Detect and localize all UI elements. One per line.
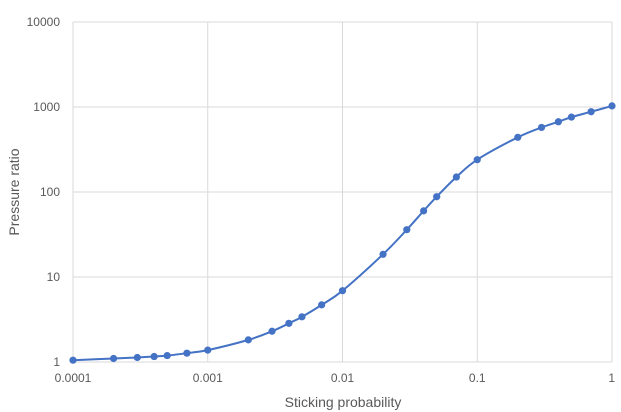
data-point [318, 301, 326, 309]
x-tick-label: 0.001 [193, 371, 223, 385]
x-gridlines [72, 22, 613, 362]
data-point [587, 108, 595, 116]
data-point [433, 193, 441, 201]
y-tick-label: 100 [40, 185, 60, 199]
series-points-group [69, 102, 616, 364]
x-tick-labels: 0.0001 0.001 0.01 0.1 1 [55, 371, 616, 385]
x-tick-label: 0.01 [331, 371, 355, 385]
data-point [183, 349, 191, 357]
data-point [452, 173, 460, 181]
data-point [338, 287, 347, 295]
data-point [244, 336, 252, 344]
data-point [420, 207, 428, 215]
data-point [163, 351, 171, 360]
data-point [403, 226, 411, 234]
data-point [379, 250, 387, 258]
data-point [608, 102, 616, 110]
data-point [150, 352, 158, 361]
data-point [473, 156, 481, 164]
data-point [567, 113, 576, 121]
data-point [554, 118, 562, 126]
y-tick-labels: 1 10 100 1000 10000 [27, 15, 61, 369]
data-point [298, 313, 306, 321]
data-point [514, 133, 522, 141]
data-point [133, 353, 141, 362]
data-point [537, 123, 546, 132]
x-tick-label: 1 [608, 371, 615, 385]
y-tick-label: 1000 [33, 100, 60, 114]
x-tick-label: 0.1 [469, 371, 486, 385]
x-axis-title: Sticking probability [285, 394, 402, 410]
y-tick-label: 10000 [27, 15, 61, 29]
data-point [109, 354, 118, 363]
x-tick-label: 0.0001 [55, 371, 92, 385]
data-point [204, 346, 212, 354]
y-tick-label: 10 [47, 270, 61, 284]
y-axis-title: Pressure ratio [6, 148, 22, 235]
data-point [268, 327, 276, 335]
y-tick-label: 1 [53, 355, 60, 369]
data-point [285, 319, 293, 327]
data-point [69, 356, 77, 364]
